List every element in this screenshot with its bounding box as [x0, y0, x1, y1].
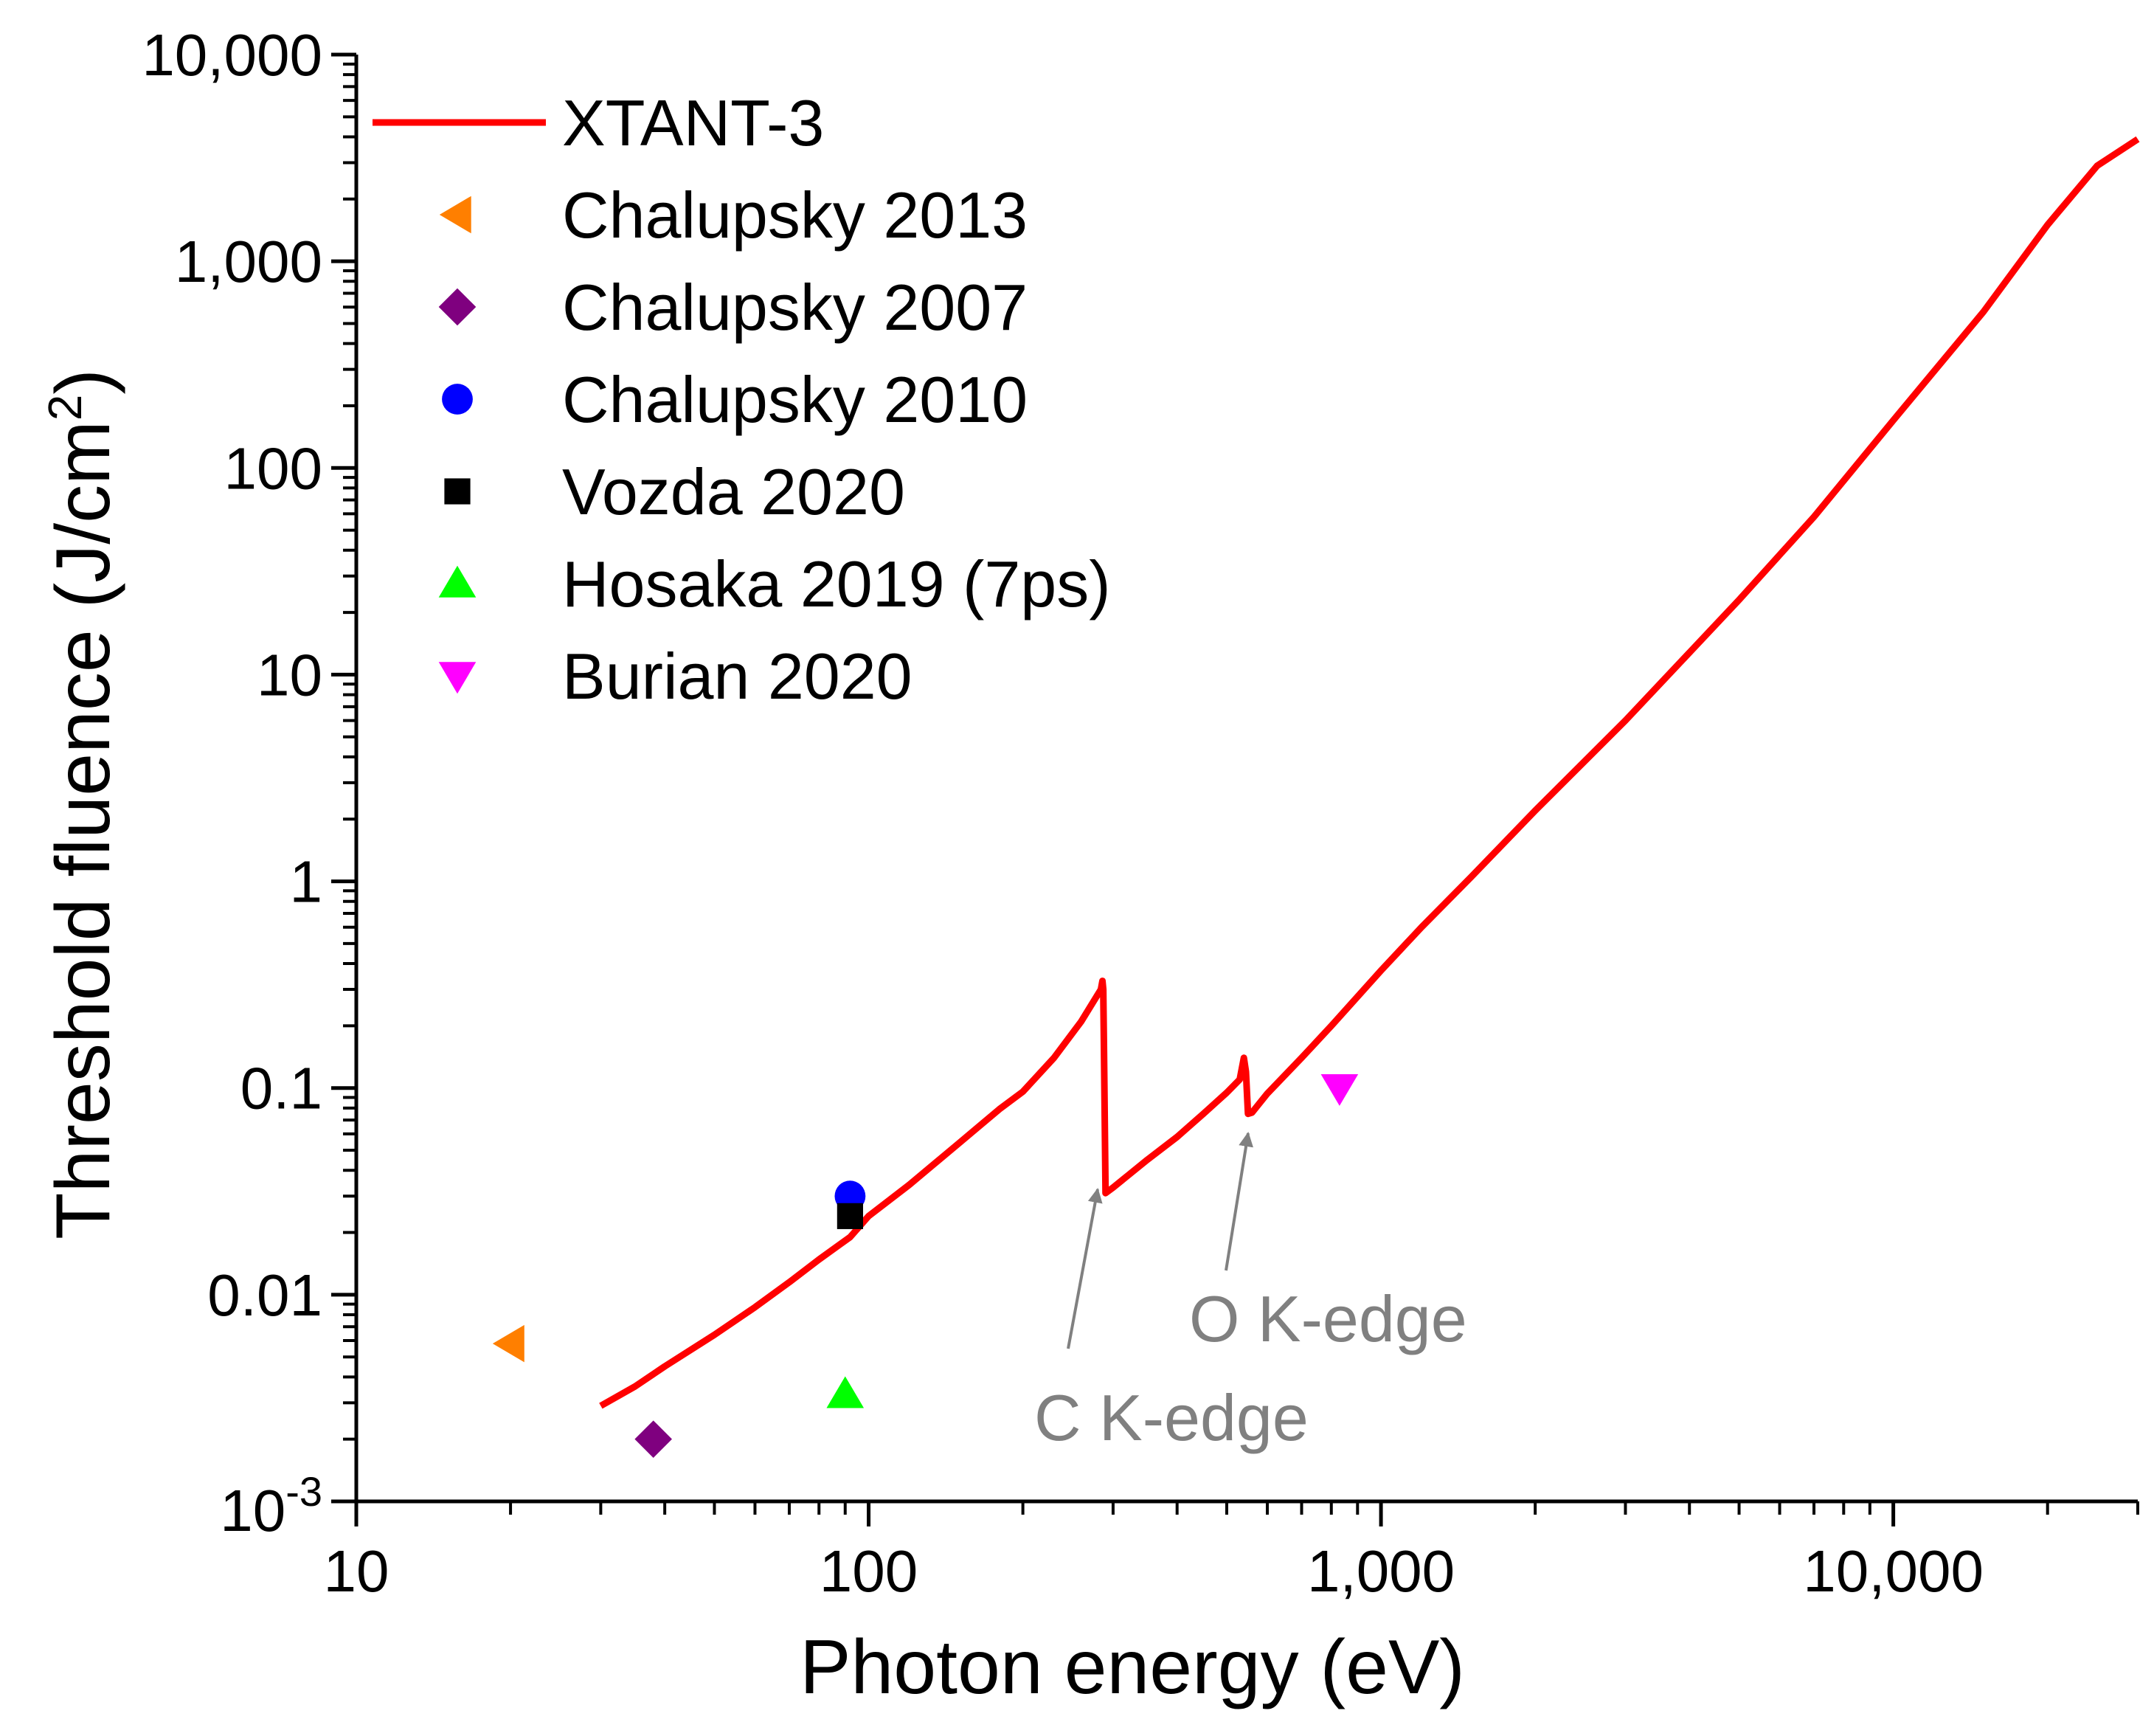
- x-tick-label: 1,000: [1307, 1538, 1455, 1604]
- y-tick-label-superscript: -3: [285, 1468, 322, 1515]
- legend-swatch-vozda-2020: [444, 478, 471, 505]
- legend-swatch-chalupsky-2007: [438, 288, 477, 326]
- x-tick-label: 100: [820, 1538, 918, 1604]
- legend-swatch-burian-2020: [438, 662, 477, 694]
- legend-swatch-chalupsky-2010: [442, 384, 473, 415]
- legend-label-chalupsky-2013: Chalupsky 2013: [562, 179, 1028, 252]
- marker-vozda-2020: [837, 1203, 863, 1229]
- legend-label-vozda-2020: Vozda 2020: [562, 455, 905, 528]
- y-tick-label: 0.1: [240, 1056, 322, 1121]
- y-tick-label: 10,000: [142, 22, 322, 88]
- marker-chalupsky-2013: [492, 1324, 524, 1363]
- y-axis-title-main: Threshold fluence (J/cm: [41, 421, 126, 1239]
- annotation-arrow: [1225, 1132, 1254, 1271]
- y-tick-label: 100: [224, 435, 322, 501]
- legend-swatch-hosaka-2019-7ps: [438, 565, 477, 598]
- annotation-o-k-edge: O K-edge: [1189, 1282, 1467, 1355]
- legend-label-burian-2020: Burian 2020: [562, 640, 912, 713]
- annotations: C K-edge O K-edge: [1034, 1132, 1467, 1454]
- y-tick-label: 1: [290, 849, 323, 915]
- y-axis-title: Threshold fluence (J/cm2): [38, 369, 126, 1239]
- plot-frame: [354, 55, 2138, 1504]
- x-tick-label: 10,000: [1803, 1538, 1984, 1604]
- y-axis-title-superscript: 2: [38, 395, 91, 421]
- y-tick-label: 0.01: [207, 1262, 322, 1328]
- legend-label-chalupsky-2010: Chalupsky 2010: [562, 363, 1028, 436]
- legend-label-chalupsky-2007: Chalupsky 2007: [562, 271, 1028, 344]
- annotation-arrow: [1067, 1188, 1103, 1349]
- legend-swatch-chalupsky-2013: [439, 196, 471, 234]
- marker-hosaka-2019-7ps: [826, 1376, 865, 1408]
- y-axis-title-close: ): [41, 369, 126, 395]
- marker-burian-2020: [1320, 1074, 1359, 1106]
- experimental-markers: [492, 1074, 1359, 1458]
- legend: XTANT-3 Chalupsky 2013 Chalupsky 2007 Chalu…: [373, 86, 1111, 713]
- legend-label-hosaka-2019-7ps: Hosaka 2019 (7ps): [562, 547, 1111, 620]
- x-axis: 10 100 1,000 10,000: [324, 1501, 2139, 1604]
- xtant3-series: [599, 136, 2140, 1409]
- marker-chalupsky-2007: [634, 1420, 672, 1458]
- annotation-c-k-edge: C K-edge: [1034, 1381, 1309, 1454]
- xtant3-curve: [599, 136, 2140, 1409]
- y-tick-label: 10: [257, 642, 322, 708]
- legend-label-xtant-3: XTANT-3: [562, 86, 824, 159]
- y-tick-label: 1,000: [175, 229, 322, 294]
- x-tick-label: 10: [324, 1538, 389, 1604]
- y-tick-label: 10-3: [220, 1468, 322, 1543]
- y-tick-label-base: 10: [220, 1478, 285, 1543]
- x-axis-title: Photon energy (eV): [800, 1625, 1465, 1710]
